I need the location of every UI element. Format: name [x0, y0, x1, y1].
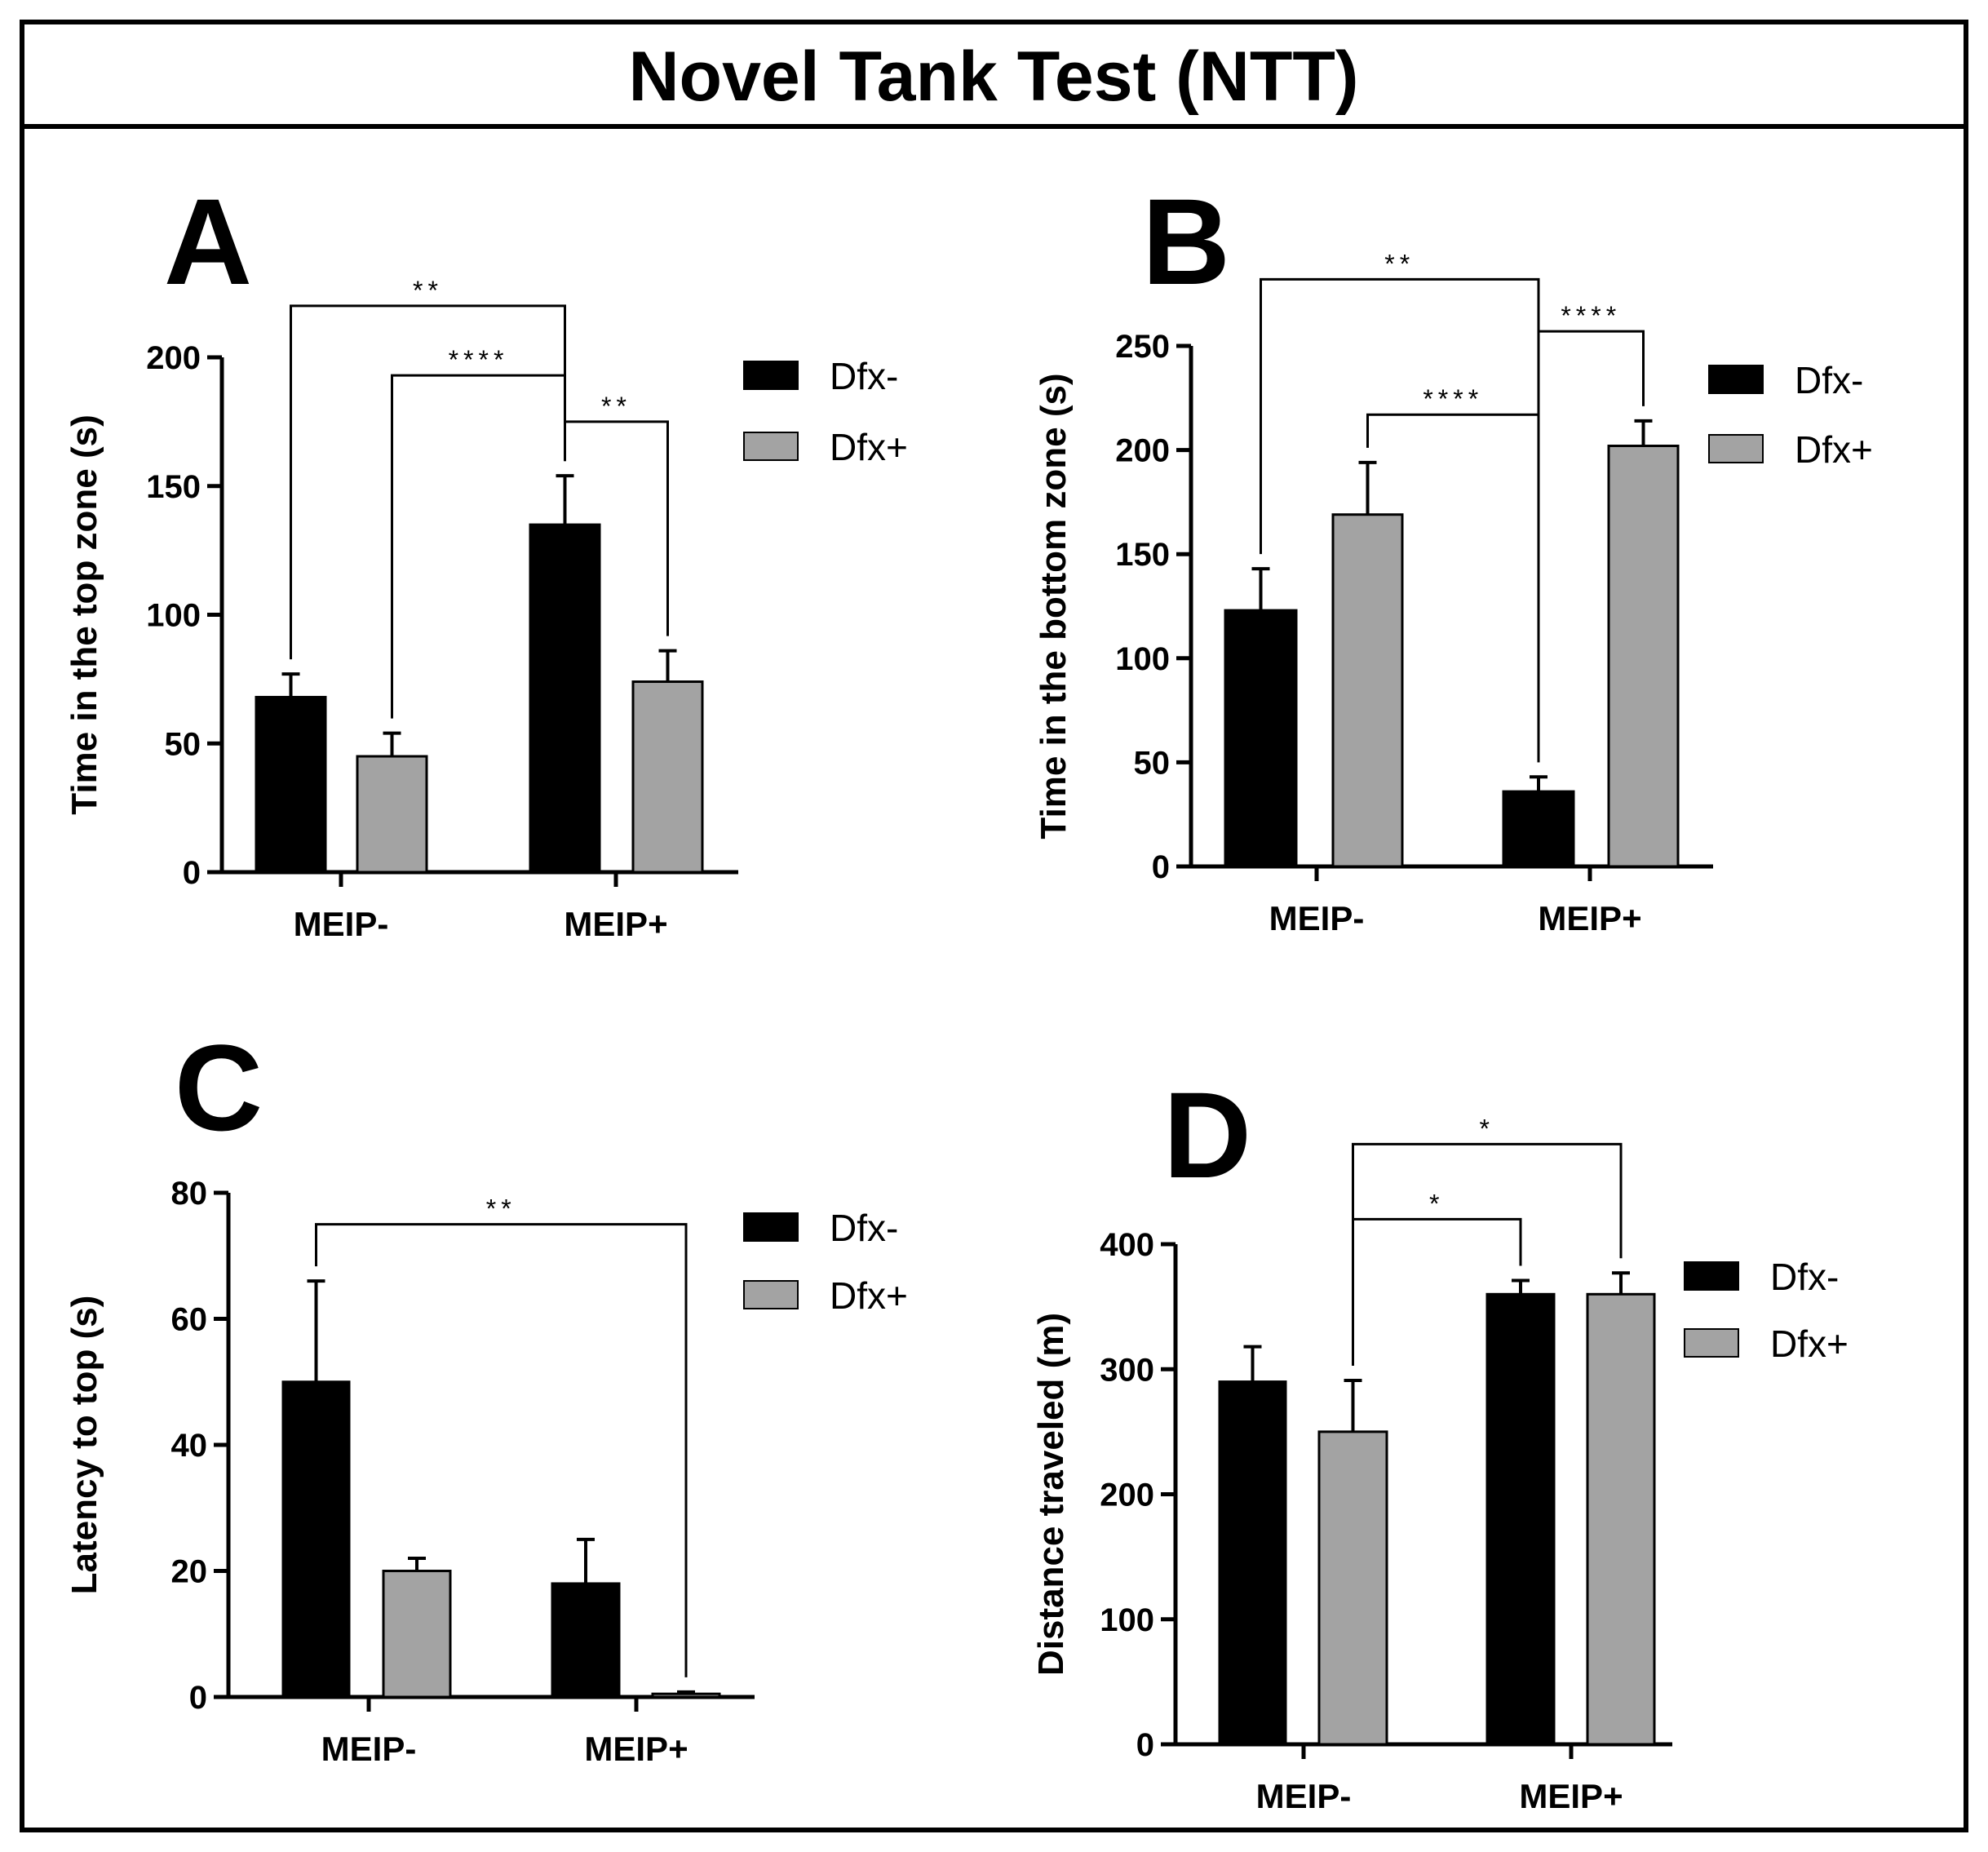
bar-dfx-meip: [1607, 444, 1680, 868]
figure-title: Novel Tank Test (NTT): [628, 38, 1358, 116]
x-tick-label: MEIP+: [584, 1730, 688, 1768]
y-tick-label: 150: [1115, 537, 1170, 573]
legend-label: Dfx+: [1770, 1323, 1849, 1365]
significance-bracket: [1366, 413, 1540, 763]
y-tick-label: 200: [1100, 1478, 1154, 1513]
legend-swatch: [743, 361, 799, 390]
y-axis-title: Latency to top (s): [64, 1296, 104, 1595]
significance-label: **: [413, 276, 443, 305]
significance-bracket: [564, 420, 669, 636]
significance-label: ****: [449, 345, 509, 374]
y-tick-label: 0: [1136, 1727, 1154, 1763]
y-tick-label: 250: [1115, 329, 1170, 365]
significance-bracket: [315, 1223, 688, 1677]
y-tick-label: 200: [146, 340, 201, 376]
panel-c: C 0 20 40 60 80 MEIP- MEIP+ Latency to top (s) **…: [64, 1019, 908, 1768]
y-tick-label: 150: [146, 469, 201, 505]
y-tick-label: 50: [1134, 745, 1171, 781]
significance-label: *: [1480, 1114, 1494, 1143]
bar-dfx-meip: [382, 1570, 452, 1699]
x-tick-label: MEIP-: [294, 905, 389, 943]
panel-letter: B: [1142, 173, 1230, 310]
y-tick-label: 400: [1100, 1227, 1154, 1263]
bar-dfx-meip: [551, 1582, 621, 1699]
y-axis-title: Time in the top zone (s): [64, 414, 104, 815]
panel-letter: C: [175, 1019, 263, 1156]
bar-dfx-meip: [1485, 1292, 1556, 1746]
legend-swatch: [1684, 1328, 1739, 1358]
y-tick-label: 0: [183, 855, 201, 891]
panel-a: A 0 50 100 150 200 MEIP- MEIP+ Time in the top z…: [64, 173, 908, 943]
y-tick-label: 50: [165, 726, 201, 762]
legend-label: Dfx+: [830, 1274, 908, 1317]
bar-dfx-meip: [1502, 790, 1575, 868]
legend-swatch: [1708, 365, 1764, 394]
x-tick-label: MEIP+: [1538, 899, 1641, 937]
legend-label: Dfx-: [830, 1207, 898, 1249]
legend-swatch: [1684, 1261, 1739, 1291]
significance-label: **: [1384, 249, 1415, 278]
bar-dfx-meip: [1224, 609, 1298, 868]
y-tick-label: 300: [1100, 1352, 1154, 1388]
bar-dfx-meip: [1586, 1292, 1656, 1746]
legend-swatch: [1708, 434, 1764, 463]
significance-label: ****: [1423, 384, 1483, 414]
y-tick-label: 200: [1115, 433, 1170, 469]
panel-letter: D: [1163, 1066, 1251, 1203]
bar-dfx-meip: [1317, 1430, 1388, 1746]
legend-label: Dfx-: [1770, 1256, 1839, 1298]
y-tick-label: 60: [171, 1302, 208, 1338]
significance-label: **: [601, 392, 631, 421]
panel-d: D 0 100 200 300 400 MEIP- MEIP+ Distance travele…: [1031, 1066, 1849, 1815]
legend-swatch: [743, 1212, 799, 1242]
x-tick-label: MEIP+: [564, 905, 667, 943]
y-axis-title: Time in the bottom zone (s): [1034, 373, 1074, 839]
x-tick-label: MEIP+: [1519, 1777, 1623, 1815]
legend-label: Dfx-: [1795, 359, 1863, 401]
y-tick-label: 100: [1100, 1602, 1154, 1638]
panel-b: B 0 50 100 150 200 250 MEIP- MEIP+ Time in the bo…: [1034, 173, 1873, 937]
significance-label: *: [1429, 1189, 1444, 1218]
legend-swatch: [743, 1280, 799, 1309]
x-tick-label: MEIP-: [321, 1730, 417, 1768]
y-axis-title: Distance traveled (m): [1031, 1313, 1071, 1676]
legend-label: Dfx+: [830, 426, 908, 468]
y-tick-label: 0: [1152, 849, 1170, 885]
y-tick-label: 100: [1115, 641, 1170, 677]
significance-bracket: [1352, 1217, 1522, 1367]
y-tick-label: 20: [171, 1554, 208, 1590]
bar-dfx-meip: [1331, 513, 1404, 868]
y-tick-label: 80: [171, 1176, 208, 1212]
legend-label: Dfx+: [1795, 428, 1873, 471]
bar-dfx-meip: [529, 523, 601, 874]
bar-dfx-meip: [281, 1380, 351, 1699]
bar-dfx-meip: [1218, 1380, 1287, 1746]
y-tick-label: 0: [189, 1680, 207, 1716]
legend-swatch: [743, 432, 799, 461]
significance-label: ****: [1561, 301, 1621, 330]
bar-dfx-meip: [631, 680, 704, 874]
y-tick-label: 40: [171, 1428, 208, 1464]
panel-letter: A: [164, 173, 252, 310]
significance-label: **: [486, 1194, 516, 1224]
bar-dfx-meip: [651, 1692, 721, 1699]
legend-label: Dfx-: [830, 355, 898, 397]
bar-dfx-meip: [255, 695, 327, 874]
x-tick-label: MEIP-: [1269, 899, 1365, 937]
x-tick-label: MEIP-: [1256, 1777, 1352, 1815]
significance-bracket: [391, 374, 566, 719]
y-tick-label: 100: [146, 598, 201, 634]
bar-dfx-meip: [356, 755, 428, 874]
